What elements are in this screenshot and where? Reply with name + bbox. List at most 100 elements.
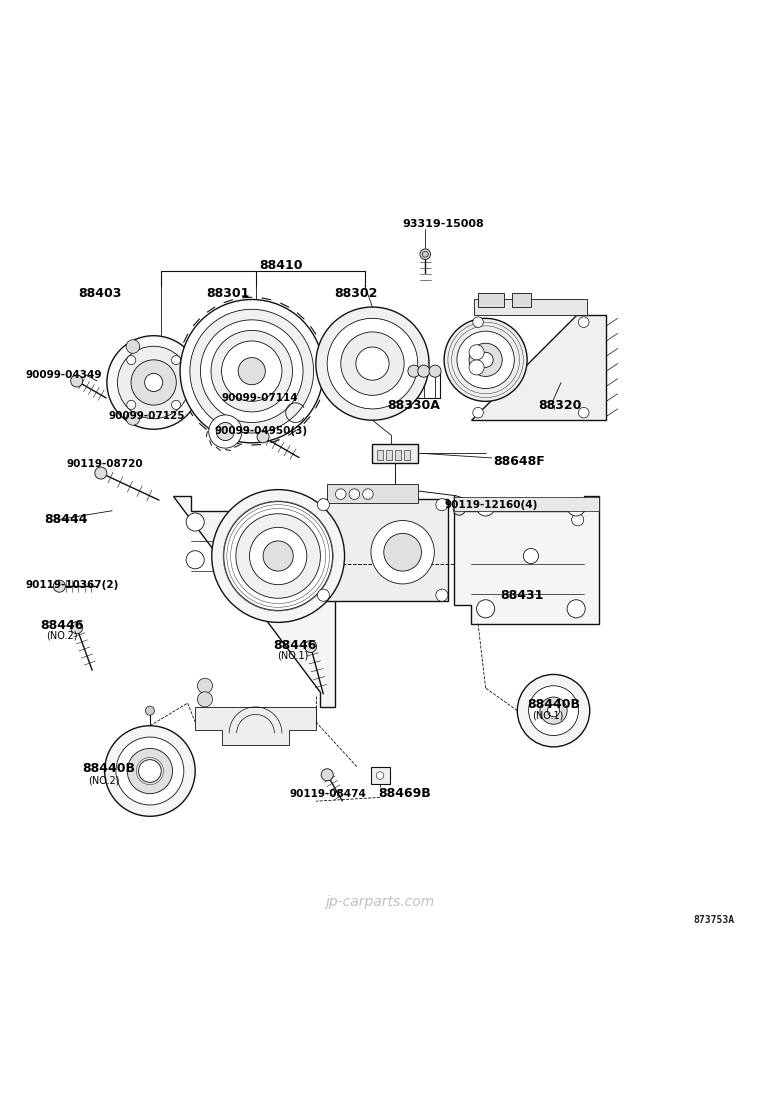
Text: (NO.1): (NO.1) [533, 711, 564, 721]
Circle shape [53, 580, 65, 593]
Polygon shape [320, 499, 448, 602]
Text: 88302: 88302 [334, 287, 378, 300]
Circle shape [318, 589, 329, 602]
Bar [377, 449, 383, 460]
Circle shape [236, 514, 321, 598]
Circle shape [127, 400, 136, 409]
Circle shape [473, 317, 483, 327]
Circle shape [186, 513, 204, 532]
Text: 88301: 88301 [207, 287, 250, 300]
Circle shape [376, 772, 384, 780]
Circle shape [356, 347, 389, 380]
Circle shape [524, 548, 538, 564]
Text: 90099-07114: 90099-07114 [222, 393, 298, 403]
Circle shape [238, 358, 265, 385]
Circle shape [473, 407, 483, 418]
Circle shape [172, 400, 181, 409]
Polygon shape [173, 496, 334, 707]
Circle shape [408, 365, 420, 377]
Polygon shape [470, 315, 606, 420]
Bar [478, 294, 505, 307]
Text: 88446: 88446 [273, 638, 316, 652]
Circle shape [198, 678, 213, 693]
Text: 93319-15008: 93319-15008 [403, 219, 484, 229]
Text: 90119-12160(4): 90119-12160(4) [444, 499, 537, 509]
Circle shape [307, 517, 325, 535]
Circle shape [477, 599, 495, 618]
Circle shape [71, 622, 83, 634]
Text: 90099-04349: 90099-04349 [25, 370, 102, 380]
Text: 88410: 88410 [259, 259, 302, 272]
Text: 88648F: 88648F [493, 455, 545, 468]
Circle shape [435, 589, 448, 602]
Circle shape [340, 331, 404, 395]
Circle shape [518, 675, 590, 747]
Circle shape [335, 489, 346, 499]
Bar [512, 294, 531, 307]
Circle shape [547, 705, 559, 717]
Text: 88320: 88320 [538, 398, 582, 411]
Circle shape [145, 706, 154, 715]
Bar [395, 449, 401, 460]
Text: (NO.2): (NO.2) [88, 775, 119, 785]
Circle shape [172, 356, 181, 365]
Circle shape [186, 550, 204, 569]
Polygon shape [454, 496, 599, 624]
Bar [328, 485, 418, 504]
Text: 88440B: 88440B [82, 762, 135, 775]
Circle shape [453, 504, 465, 515]
Circle shape [444, 318, 527, 401]
Circle shape [371, 520, 434, 584]
Circle shape [127, 748, 173, 794]
Circle shape [363, 489, 373, 499]
Circle shape [209, 415, 242, 448]
Circle shape [126, 340, 140, 354]
Text: 88440B: 88440B [527, 698, 580, 712]
Circle shape [578, 407, 589, 418]
Bar [404, 449, 410, 460]
Circle shape [105, 726, 195, 816]
Circle shape [316, 307, 429, 420]
Circle shape [211, 330, 293, 411]
Circle shape [423, 251, 429, 257]
Polygon shape [195, 707, 316, 745]
Circle shape [328, 318, 418, 409]
Circle shape [144, 374, 163, 391]
Bar [454, 497, 599, 510]
Bar [371, 767, 390, 784]
Circle shape [95, 467, 107, 479]
Circle shape [263, 540, 293, 572]
Circle shape [469, 344, 502, 377]
Circle shape [71, 375, 83, 387]
Circle shape [222, 341, 282, 401]
Circle shape [429, 365, 441, 377]
Bar [386, 449, 392, 460]
Text: (NO.1): (NO.1) [277, 651, 309, 661]
Circle shape [249, 527, 307, 585]
Text: 88469B: 88469B [378, 787, 431, 801]
Circle shape [138, 759, 161, 783]
Circle shape [305, 641, 317, 653]
Circle shape [529, 686, 578, 735]
Circle shape [318, 498, 329, 510]
Circle shape [418, 365, 430, 377]
Circle shape [257, 430, 269, 443]
Circle shape [572, 504, 584, 515]
Circle shape [578, 317, 589, 327]
Text: 88431: 88431 [501, 588, 544, 602]
Circle shape [217, 423, 234, 440]
Circle shape [190, 309, 314, 433]
Text: 88330A: 88330A [388, 398, 440, 411]
Circle shape [321, 768, 333, 781]
Circle shape [201, 320, 303, 423]
Circle shape [307, 555, 325, 573]
Circle shape [118, 346, 190, 419]
Circle shape [540, 697, 567, 724]
Bar [372, 445, 418, 464]
Text: 88444: 88444 [44, 514, 87, 526]
Circle shape [107, 336, 201, 429]
Text: 90099-07125: 90099-07125 [109, 411, 185, 421]
Circle shape [435, 498, 448, 510]
Circle shape [469, 345, 484, 360]
Text: 90099-04950(3): 90099-04950(3) [214, 426, 307, 436]
